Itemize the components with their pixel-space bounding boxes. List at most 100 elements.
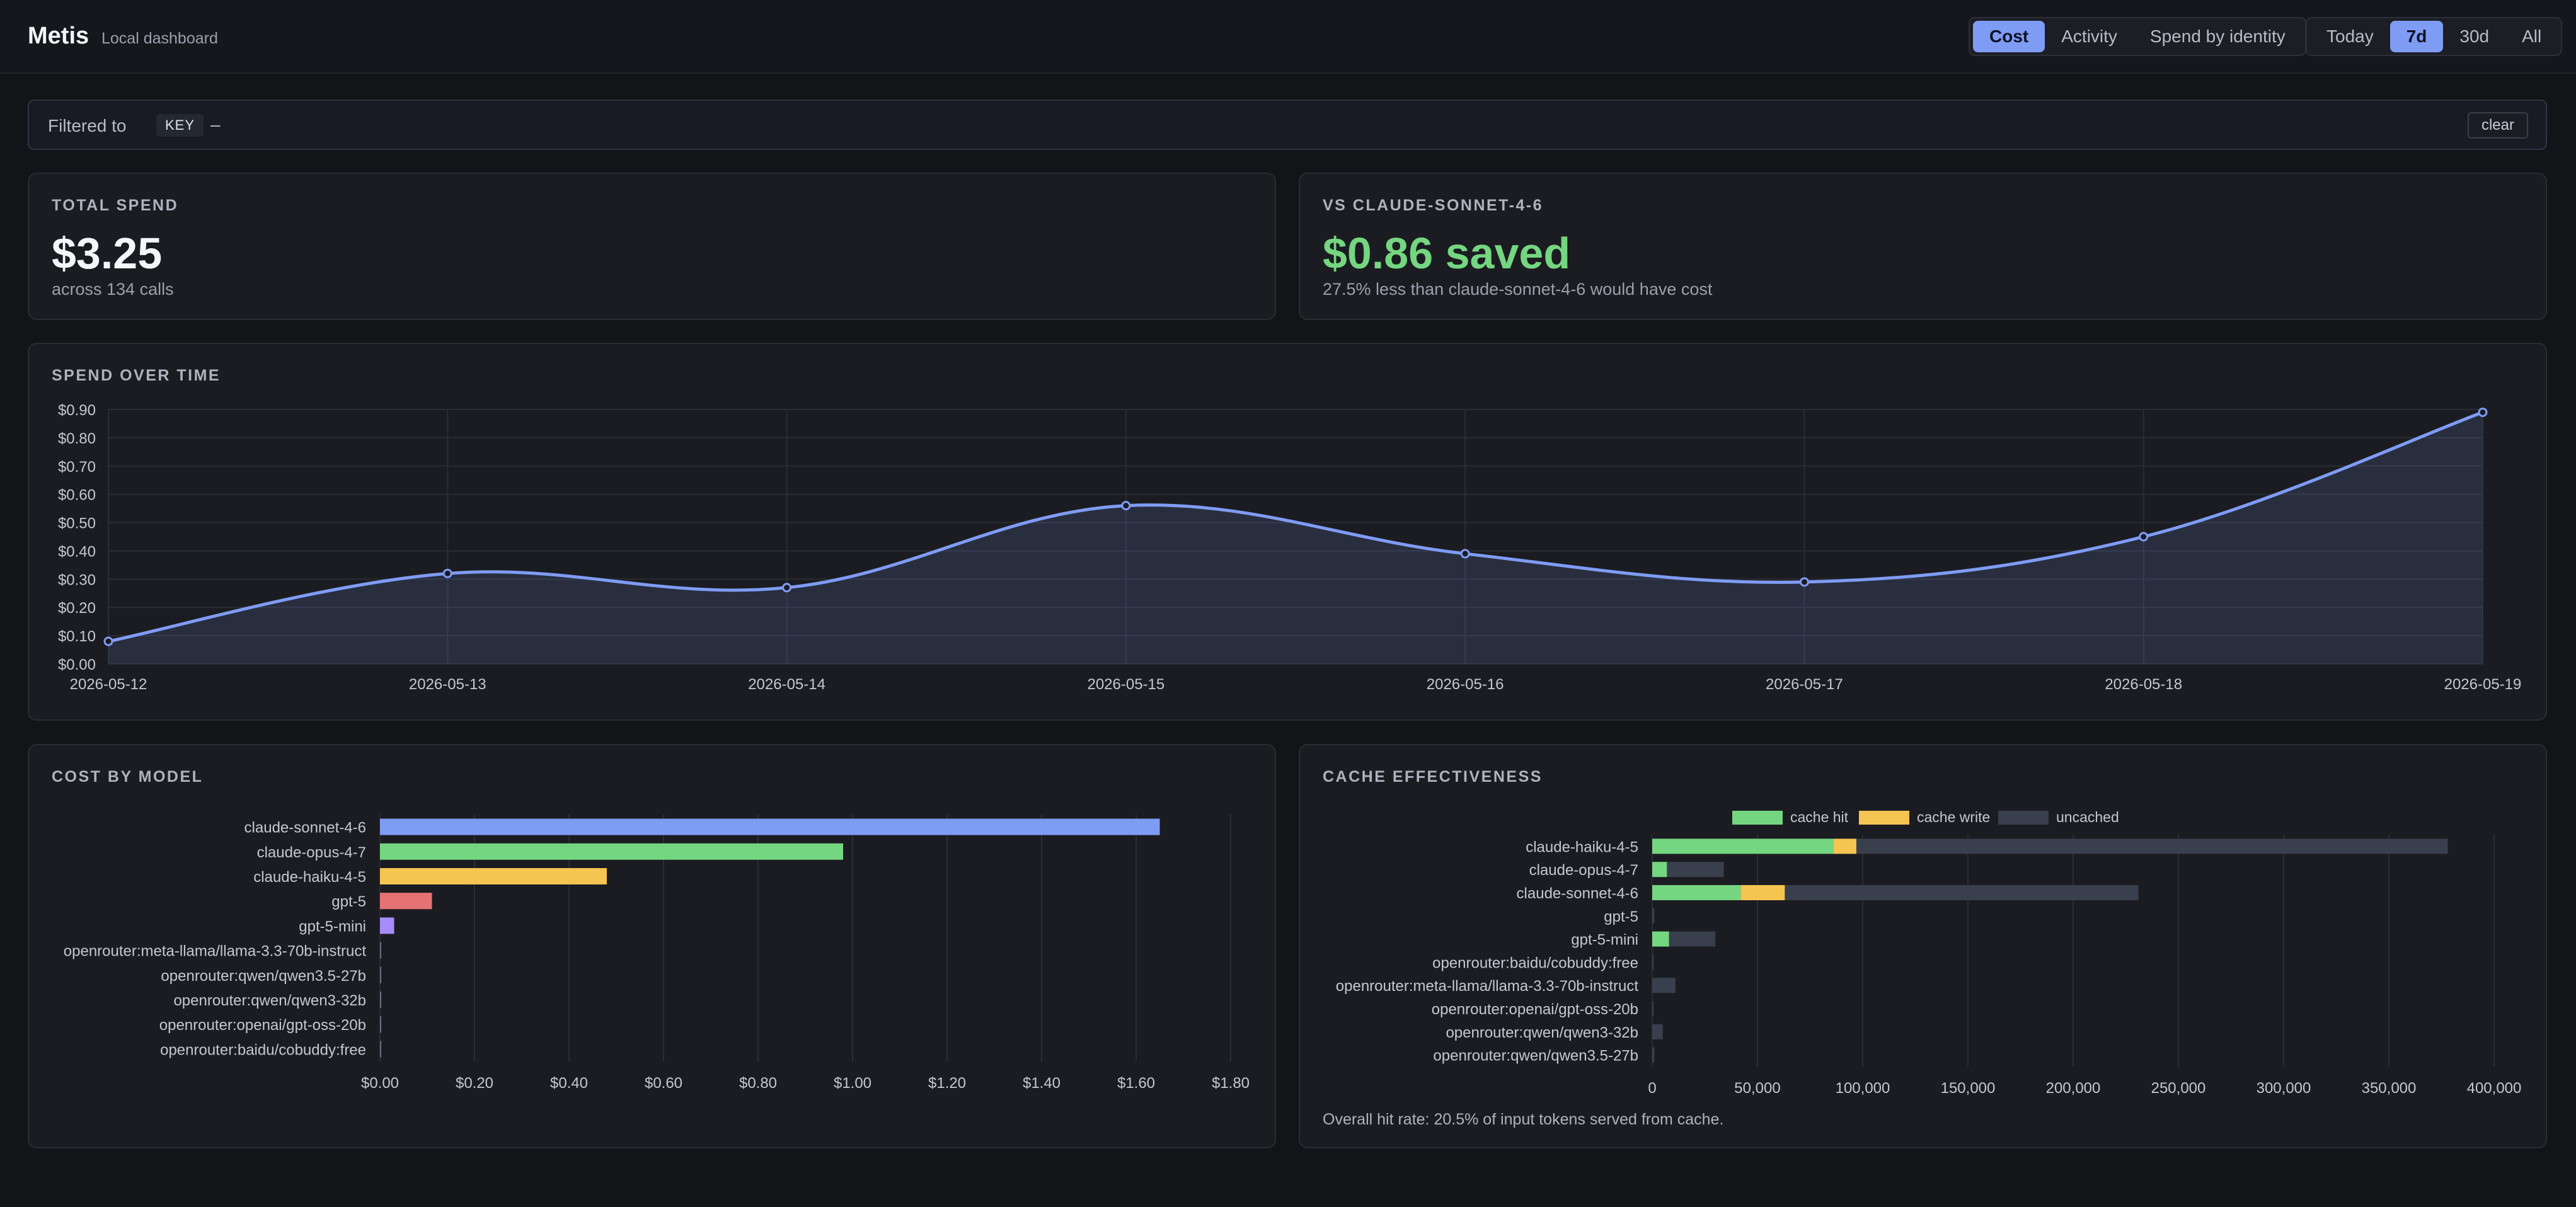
y-tick-label: $0.60 — [58, 487, 96, 504]
x-tick-label: 400,000 — [2467, 1080, 2522, 1097]
y-tick-label: $0.90 — [58, 402, 96, 419]
cache-bar-segment — [1785, 885, 2139, 900]
cache-bar-segment — [1856, 838, 2448, 854]
cache-model-label: openrouter:baidu/cobuddy:free — [1432, 954, 1638, 971]
tab-activity[interactable]: Activity — [2061, 26, 2117, 46]
savings-subtext: 27.5% less than claude-sonnet-4-6 would … — [1323, 280, 1713, 299]
cost-bar — [380, 992, 381, 1008]
filter-bar: Filtered to KEY – clear — [28, 100, 2547, 150]
spend-point — [1121, 501, 1131, 511]
x-tick-label: 350,000 — [2362, 1080, 2417, 1097]
cache-model-label: openrouter:qwen/qwen3-32b — [1446, 1024, 1638, 1041]
range-today[interactable]: Today — [2326, 26, 2374, 46]
legend-swatch — [1859, 811, 1909, 825]
cache-model-label: openrouter:meta-llama/llama-3.3-70b-inst… — [1336, 978, 1639, 995]
cache-effectiveness-card: Cache effectiveness cache hit cache write… — [1299, 744, 2547, 1148]
x-tick-label: $1.80 — [1212, 1075, 1250, 1092]
tab-cost[interactable]: Cost — [1973, 21, 2045, 52]
x-tick-label: $1.00 — [834, 1075, 871, 1092]
range-7d[interactable]: 7d — [2389, 21, 2444, 52]
cache-model-label: claude-sonnet-4-6 — [1517, 885, 1638, 902]
legend-label: uncached — [2056, 809, 2119, 825]
savings-value: $0.86 saved — [1323, 229, 1571, 278]
cache-model-label: openrouter:openai/gpt-oss-20b — [1432, 1001, 1638, 1018]
x-tick-label: 2026-05-12 — [70, 676, 147, 693]
cache-bar-segment — [1652, 1001, 1653, 1016]
spend-line — [108, 411, 2483, 643]
cost-bar — [380, 917, 394, 934]
cache-model-label: claude-opus-4-7 — [1529, 862, 1638, 879]
x-tick-label: $1.60 — [1117, 1075, 1155, 1092]
x-tick-label: 300,000 — [2257, 1080, 2311, 1097]
filter-value: – — [210, 115, 221, 134]
x-tick-label: $1.40 — [1023, 1075, 1061, 1092]
x-tick-label: 250,000 — [2151, 1080, 2206, 1097]
spend-over-time-title: Spend over time — [52, 367, 221, 384]
model-label: claude-opus-4-7 — [257, 844, 366, 861]
cache-bar-segment — [1652, 954, 1653, 970]
x-tick-label: 200,000 — [2046, 1080, 2101, 1097]
cost-bar — [380, 942, 381, 959]
spend-point — [2139, 532, 2149, 542]
cache-hit-rate: Overall hit rate: 20.5% of input tokens … — [1323, 1111, 1724, 1128]
cost-by-model-title: Cost by model — [52, 768, 204, 786]
x-tick-label: $0.20 — [456, 1075, 493, 1092]
cost-bar — [380, 1041, 381, 1058]
model-label: gpt-5-mini — [299, 918, 366, 935]
y-tick-label: $0.40 — [58, 543, 96, 560]
cost-bar — [380, 843, 843, 860]
x-tick-label: 2026-05-17 — [1766, 676, 1843, 693]
app-subtitle: Local dashboard — [101, 30, 218, 47]
y-tick-label: $0.00 — [58, 656, 96, 673]
legend-swatch — [1998, 811, 2049, 825]
app-title: Metis — [28, 23, 89, 49]
comparison-title: vs claude-sonnet-4-6 — [1323, 197, 1544, 214]
cache-bar-segment — [1667, 862, 1724, 878]
x-tick-label: 100,000 — [1836, 1080, 1890, 1097]
cost-bar — [380, 818, 1160, 835]
range-tabs: Today 7d 30d All — [2306, 17, 2563, 56]
cache-model-label: gpt-5-mini — [1571, 932, 1638, 949]
y-tick-label: $0.70 — [58, 459, 96, 476]
y-tick-label: $0.80 — [58, 430, 96, 447]
tab-spend-by-identity[interactable]: Spend by identity — [2149, 26, 2286, 46]
x-tick-label: 2026-05-13 — [409, 676, 486, 693]
cache-bar-segment — [1652, 838, 1834, 854]
x-tick-label: $0.00 — [361, 1075, 399, 1092]
range-all[interactable]: All — [2522, 26, 2542, 46]
cache-model-label: openrouter:qwen/qwen3.5-27b — [1433, 1048, 1638, 1065]
spend-point — [2478, 407, 2488, 417]
total-spend-value: $3.25 — [52, 229, 163, 278]
x-tick-label: 0 — [1648, 1080, 1656, 1097]
x-tick-label: 2026-05-19 — [2444, 676, 2522, 693]
model-label: gpt-5 — [331, 893, 366, 910]
x-tick-label: $0.60 — [645, 1075, 682, 1092]
cost-bar — [380, 893, 432, 910]
x-tick-label: $1.20 — [928, 1075, 966, 1092]
total-spend-title: Total spend — [52, 197, 179, 214]
spend-area-fill — [108, 412, 2483, 664]
range-30d[interactable]: 30d — [2459, 26, 2490, 46]
view-tabs: Cost Activity Spend by identity — [1969, 17, 2306, 56]
legend-label: cache write — [1917, 809, 1990, 825]
cache-model-label: gpt-5 — [1604, 908, 1638, 925]
y-tick-label: $0.50 — [58, 515, 96, 532]
cost-bar — [380, 1016, 381, 1033]
x-tick-label: 2026-05-16 — [1427, 676, 1504, 693]
total-spend-calls: across 134 calls — [52, 280, 174, 299]
x-tick-label: $0.80 — [739, 1075, 777, 1092]
spend-over-time-chart: $0.00 $0.10 $0.20 $0.30 $0.40 $0.50 $0.60 $0.70… — [58, 402, 2522, 693]
spend-over-time-card: Spend over time $0.00 $0.10 $0.20 $0.30 $0.4… — [28, 343, 2547, 721]
comparison-card: vs claude-sonnet-4-6 $0.86 saved 27.5% l… — [1299, 173, 2547, 320]
model-label: openrouter:meta-llama/llama-3.3-70b-inst… — [64, 943, 367, 960]
clear-filter-button[interactable]: clear — [2467, 112, 2528, 139]
cost-by-model-card: Cost by model $0.00 $0.20 $0.40 $0.60 $0.80 $… — [28, 744, 1276, 1148]
y-tick-label: $0.10 — [58, 628, 96, 645]
x-tick-label: 2026-05-14 — [748, 676, 825, 693]
cache-bar-segment — [1652, 908, 1655, 924]
spend-point — [442, 568, 452, 578]
spend-point — [103, 636, 113, 646]
legend-label: cache hit — [1790, 809, 1849, 825]
top-bar: Metis Local dashboard Cost Activity Spen… — [0, 0, 2576, 74]
cost-bar — [380, 966, 381, 983]
